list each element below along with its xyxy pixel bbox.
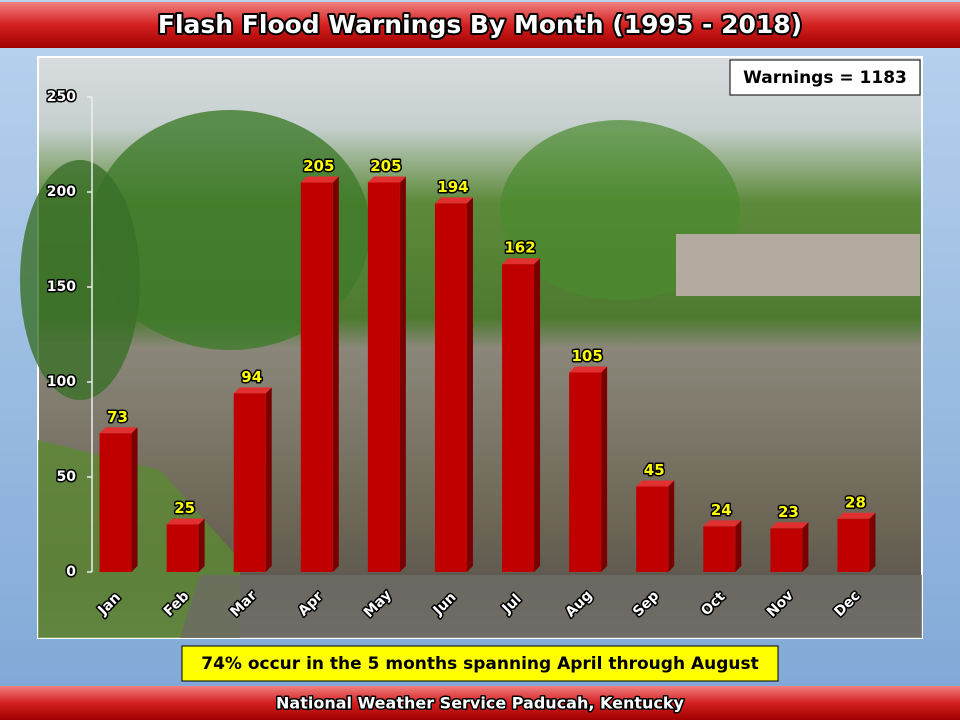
bar-side [735, 520, 742, 572]
value-label: 205 [370, 157, 401, 175]
source: National Weather Service Paducah, Kentuc… [276, 694, 685, 713]
value-label: 194 [437, 178, 468, 196]
y-tick-label: 150 [47, 279, 76, 295]
value-label: 45 [644, 461, 665, 479]
value-label: 94 [241, 368, 262, 386]
legend-text: Warnings = 1183 [743, 68, 907, 88]
annotation: 74% occur in the 5 months spanning April… [201, 654, 759, 674]
bar [770, 528, 803, 572]
bar [569, 372, 602, 572]
y-tick-label: 200 [47, 184, 76, 200]
bar [367, 182, 400, 572]
bar-side [534, 258, 541, 572]
bar [300, 182, 333, 572]
bar-side [601, 366, 608, 572]
bar-side [131, 427, 138, 572]
y-tick-label: 250 [47, 89, 76, 105]
chart-title: Flash Flood Warnings By Month (1995 - 20… [158, 10, 802, 39]
value-label: 25 [174, 499, 195, 517]
bar [636, 486, 669, 572]
value-label: 105 [571, 347, 602, 365]
bar-side [399, 176, 406, 572]
tree [90, 110, 370, 350]
bar-top [434, 197, 473, 204]
title-bar [0, 2, 960, 48]
value-label: 73 [107, 408, 128, 426]
footer-bar [0, 686, 960, 720]
bar-top [703, 520, 742, 527]
y-tick-label: 0 [66, 564, 76, 580]
bar-top [569, 366, 608, 373]
bar [703, 526, 736, 572]
bar-side [668, 480, 675, 572]
bar-top [367, 176, 406, 183]
bar [233, 393, 266, 572]
bar [99, 433, 132, 572]
value-label: 24 [711, 501, 732, 519]
bar-side [198, 518, 205, 572]
grass [38, 440, 240, 638]
y-tick-label: 100 [47, 374, 76, 390]
bar-top [166, 518, 205, 525]
bar-side [466, 197, 473, 572]
bar-top [502, 258, 541, 265]
bar-top [233, 387, 272, 394]
annotation-box [181, 645, 779, 682]
bar-top [837, 512, 876, 519]
value-label: 28 [845, 493, 866, 511]
bar-side [332, 176, 339, 572]
bar-top [300, 176, 339, 183]
bar [502, 264, 535, 572]
bar-top [99, 427, 138, 434]
value-label: 23 [778, 503, 799, 521]
bar-top [636, 480, 675, 487]
legend-box [729, 59, 921, 96]
bar-side [265, 387, 272, 572]
y-tick-label: 50 [57, 469, 77, 485]
bar [837, 518, 870, 572]
road [180, 575, 922, 638]
bar-side [869, 512, 876, 572]
bar-side [802, 522, 809, 572]
bar [166, 524, 199, 572]
house [676, 234, 920, 296]
value-label: 162 [504, 239, 535, 257]
bar [434, 203, 467, 572]
tree [20, 160, 140, 400]
value-label: 205 [303, 157, 334, 175]
bar-top [770, 522, 809, 529]
